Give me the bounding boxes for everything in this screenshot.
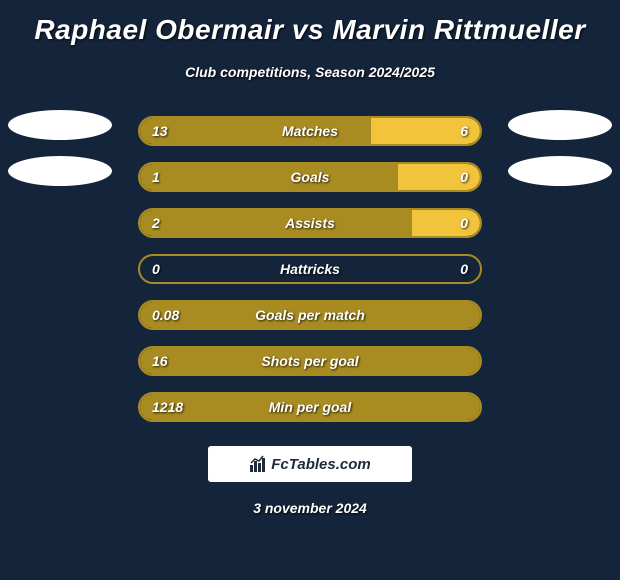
bar-fill-left	[140, 210, 412, 236]
bar-fill-right	[412, 210, 480, 236]
stat-row: 0.08 Goals per match	[0, 292, 620, 338]
chart-icon	[249, 455, 267, 473]
team-left-ellipse	[8, 156, 112, 186]
stat-row: 2 0 Assists	[0, 200, 620, 246]
stat-label: Matches	[282, 123, 338, 139]
stat-row: 1218 Min per goal	[0, 384, 620, 430]
stat-bar: 16 Shots per goal	[138, 346, 482, 376]
stat-bar: 2 0 Assists	[138, 208, 482, 238]
stat-left-value: 0	[152, 261, 160, 277]
stat-left-value: 0.08	[152, 307, 179, 323]
stat-label: Min per goal	[269, 399, 351, 415]
team-right-ellipse	[508, 110, 612, 140]
date-label: 3 november 2024	[0, 500, 620, 516]
stat-left-value: 1218	[152, 399, 183, 415]
attribution-badge: FcTables.com	[208, 446, 412, 482]
stat-label: Assists	[285, 215, 335, 231]
stat-label: Hattricks	[280, 261, 340, 277]
stat-bar: 13 6 Matches	[138, 116, 482, 146]
subtitle: Club competitions, Season 2024/2025	[0, 64, 620, 80]
stat-label: Goals per match	[255, 307, 365, 323]
stat-right-value: 0	[460, 261, 468, 277]
stat-row: 13 6 Matches	[0, 108, 620, 154]
stat-label: Goals	[291, 169, 330, 185]
stat-row: 16 Shots per goal	[0, 338, 620, 384]
stat-left-value: 2	[152, 215, 160, 231]
stat-row: 1 0 Goals	[0, 154, 620, 200]
bar-fill-left	[140, 164, 398, 190]
page-title: Raphael Obermair vs Marvin Rittmueller	[0, 0, 620, 46]
stat-right-value: 6	[460, 123, 468, 139]
stat-left-value: 16	[152, 353, 168, 369]
stat-bar: 1218 Min per goal	[138, 392, 482, 422]
stat-row: 0 0 Hattricks	[0, 246, 620, 292]
team-left-ellipse	[8, 110, 112, 140]
attribution-text: FcTables.com	[271, 456, 370, 473]
stat-left-value: 13	[152, 123, 168, 139]
stat-bar: 1 0 Goals	[138, 162, 482, 192]
stat-label: Shots per goal	[261, 353, 358, 369]
stat-right-value: 0	[460, 215, 468, 231]
stat-right-value: 0	[460, 169, 468, 185]
stat-left-value: 1	[152, 169, 160, 185]
stats-container: 13 6 Matches 1 0 Goals 2 0 Assists 0 0 Hattricks 0.0…	[0, 108, 620, 430]
stat-bar: 0 0 Hattricks	[138, 254, 482, 284]
team-right-ellipse	[508, 156, 612, 186]
stat-bar: 0.08 Goals per match	[138, 300, 482, 330]
